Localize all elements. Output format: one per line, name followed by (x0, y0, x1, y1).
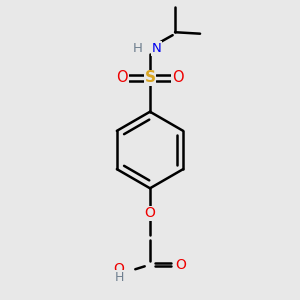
Text: O: O (145, 206, 155, 220)
Text: O: O (172, 70, 184, 86)
Text: H: H (115, 271, 124, 284)
Text: O: O (116, 70, 128, 86)
Text: S: S (145, 70, 155, 86)
Text: O: O (175, 258, 186, 272)
Text: O: O (113, 262, 124, 276)
Text: N: N (152, 42, 161, 55)
Text: H: H (133, 42, 142, 55)
